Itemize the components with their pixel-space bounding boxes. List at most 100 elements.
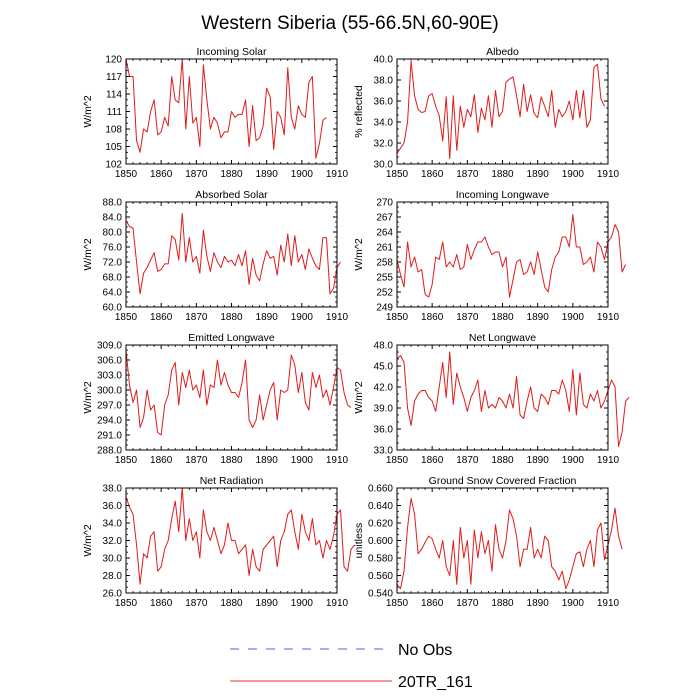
plot-frame <box>125 58 338 165</box>
series-line-emitted-longwave <box>125 349 352 436</box>
y-tick-label: 68.0 <box>103 273 123 284</box>
y-tick-label: 252 <box>376 288 393 299</box>
panel-incoming-longwave: Incoming Longwave W/m^2 1850 1860 1870 1880 18… <box>353 189 627 323</box>
y-tick-label: 40.0 <box>374 55 394 66</box>
x-tick-label: 1890 <box>527 169 550 180</box>
x-tick-label: 1910 <box>597 169 620 180</box>
x-tick-label: 1870 <box>456 455 479 466</box>
x-tick-label: 1910 <box>326 312 349 323</box>
x-tick-label: 1910 <box>326 455 349 466</box>
x-tick-label: 1870 <box>456 312 479 323</box>
y-tick-label: 249 <box>376 303 393 314</box>
y-axis-label: W/m^2 <box>353 381 365 414</box>
y-axis-label: W/m^2 <box>82 524 94 557</box>
x-tick-label: 1870 <box>185 598 208 609</box>
y-tick-label: 72.0 <box>103 258 123 269</box>
y-tick-label: 60.0 <box>103 303 123 314</box>
x-tick-label: 1880 <box>220 598 243 609</box>
y-tick-label: 48.0 <box>374 341 394 352</box>
x-tick-label: 1880 <box>491 312 514 323</box>
y-axis-label: % reflected <box>353 85 365 138</box>
y-tick-label: 34.0 <box>374 118 394 129</box>
y-tick-label: 36.0 <box>103 501 123 512</box>
y-tick-label: 270 <box>376 198 393 209</box>
y-tick-label: 45.0 <box>374 362 394 373</box>
y-tick-label: 102 <box>105 160 122 171</box>
y-tick-label: 30.0 <box>374 160 394 171</box>
series-line-net-longwave <box>396 351 630 447</box>
x-tick-label: 1890 <box>256 598 279 609</box>
panel-incoming-solar: Incoming Solar W/m^2 1850 1860 1870 1880 1890 1… <box>82 46 349 180</box>
y-tick-label: 0.560 <box>368 571 393 582</box>
legend-no-obs-label: No Obs <box>398 642 452 659</box>
y-axis-label: W/m^2 <box>82 238 94 271</box>
x-tick-label: 1860 <box>150 312 173 323</box>
panel-title: Incoming Solar <box>196 46 267 58</box>
x-tick-label: 1890 <box>527 598 550 609</box>
legend-20tr-label: 20TR_161 <box>398 674 473 691</box>
y-tick-label: 267 <box>376 213 393 224</box>
y-tick-label: 111 <box>107 107 123 118</box>
x-tick-label: 1870 <box>456 169 479 180</box>
x-tick-label: 1880 <box>491 455 514 466</box>
x-tick-label: 1850 <box>386 312 409 323</box>
x-tick-label: 1900 <box>291 598 314 609</box>
plot-frame <box>396 58 609 165</box>
y-tick-label: 80.0 <box>103 228 123 239</box>
y-tick-label: 288.0 <box>97 446 122 457</box>
x-tick-label: 1850 <box>115 598 138 609</box>
x-tick-label: 1860 <box>421 455 444 466</box>
plot-frame <box>125 201 338 308</box>
y-tick-label: 36.0 <box>374 425 394 436</box>
panel-title: Net Longwave <box>469 332 536 344</box>
plot-frame <box>125 344 338 451</box>
y-axis-label: unitless <box>353 523 365 559</box>
y-tick-label: 76.0 <box>103 243 123 254</box>
y-tick-label: 303.0 <box>97 371 122 382</box>
panel-absorbed-solar: Absorbed Solar W/m^2 1850 1860 1870 1880 1890 1… <box>82 189 349 323</box>
x-tick-label: 1850 <box>115 455 138 466</box>
panel-title: Ground Snow Covered Fraction <box>429 475 577 487</box>
x-tick-label: 1910 <box>326 169 349 180</box>
y-tick-label: 300.0 <box>97 386 122 397</box>
y-tick-label: 30.0 <box>103 554 123 565</box>
y-tick-label: 39.0 <box>374 404 394 415</box>
y-tick-label: 264 <box>376 228 393 239</box>
x-tick-label: 1900 <box>562 455 585 466</box>
x-tick-label: 1860 <box>421 169 444 180</box>
x-tick-label: 1900 <box>562 598 585 609</box>
series-line-albedo <box>396 60 605 160</box>
x-tick-label: 1880 <box>220 312 243 323</box>
series-line-ground-snow-covered-fraction <box>396 498 623 590</box>
y-tick-label: 294.0 <box>97 416 122 427</box>
y-tick-label: 0.640 <box>368 501 393 512</box>
x-tick-label: 1850 <box>386 598 409 609</box>
y-tick-label: 105 <box>105 142 122 153</box>
y-tick-label: 88.0 <box>103 198 123 209</box>
y-tick-label: 0.600 <box>368 536 393 547</box>
panel-albedo: Albedo % reflected 1850 1860 1870 1880 1890 190… <box>353 46 620 180</box>
panel-grid: Incoming Solar W/m^2 1850 1860 1870 1880 1890 1… <box>82 46 630 609</box>
y-tick-label: 36.0 <box>374 97 394 108</box>
x-tick-label: 1860 <box>150 455 173 466</box>
y-tick-label: 42.0 <box>374 383 394 394</box>
y-tick-label: 309.0 <box>97 341 122 352</box>
panel-title: Emitted Longwave <box>188 332 275 344</box>
x-tick-label: 1860 <box>150 598 173 609</box>
y-tick-label: 0.660 <box>368 484 393 495</box>
y-tick-label: 0.540 <box>368 589 393 600</box>
x-tick-label: 1850 <box>386 169 409 180</box>
y-axis-label: W/m^2 <box>353 238 365 271</box>
y-axis-label: W/m^2 <box>82 95 94 128</box>
x-tick-label: 1890 <box>527 312 550 323</box>
panel-title: Albedo <box>486 46 519 58</box>
x-tick-label: 1850 <box>115 169 138 180</box>
figure-title: Western Siberia (55-66.5N,60-90E) <box>201 13 498 34</box>
x-tick-label: 1890 <box>256 455 279 466</box>
x-tick-label: 1850 <box>386 455 409 466</box>
x-tick-label: 1860 <box>421 312 444 323</box>
x-tick-label: 1870 <box>185 455 208 466</box>
y-tick-label: 28.0 <box>103 571 123 582</box>
y-tick-label: 291.0 <box>97 431 122 442</box>
